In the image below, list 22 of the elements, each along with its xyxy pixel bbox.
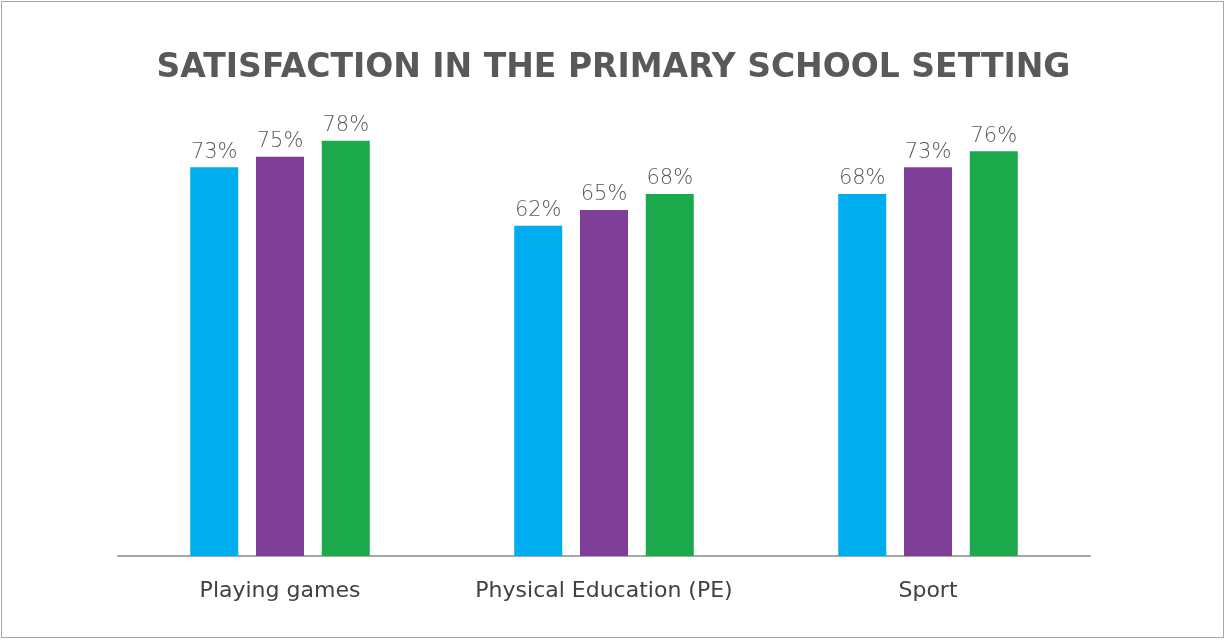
- bar: [514, 225, 563, 556]
- bar: [256, 156, 304, 556]
- bar: [969, 151, 1018, 556]
- bar: [321, 140, 370, 556]
- data-label: 75%: [256, 128, 304, 153]
- bar: [838, 193, 887, 556]
- data-label: 76%: [970, 122, 1018, 147]
- data-label: 68%: [646, 165, 694, 190]
- data-label: 73%: [904, 138, 952, 163]
- x-tick-label: Playing games: [199, 576, 361, 602]
- data-label: 62%: [514, 197, 562, 222]
- x-tick-label: Physical Education (PE): [475, 576, 733, 602]
- data-label: 65%: [580, 181, 628, 206]
- bar: [580, 209, 628, 556]
- data-label: 68%: [838, 165, 886, 190]
- chart-title: SATISFACTION IN THE PRIMARY SCHOOL SETTING: [156, 46, 1071, 85]
- bar: [904, 167, 952, 556]
- data-label: 78%: [322, 112, 370, 137]
- data-label: 73%: [190, 138, 238, 163]
- x-tick-label: Sport: [898, 576, 958, 602]
- bar: [190, 167, 239, 556]
- bar: [645, 193, 694, 556]
